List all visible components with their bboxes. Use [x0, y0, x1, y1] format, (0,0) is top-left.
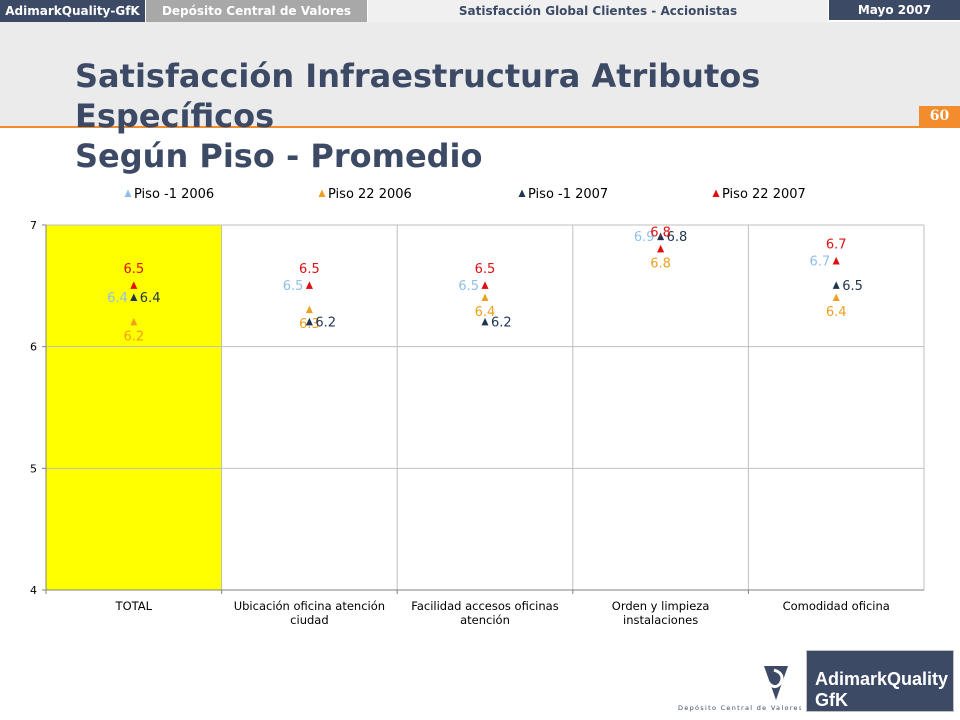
legend-label: Piso 22 2007: [722, 187, 806, 202]
data-label: 6.2: [315, 315, 336, 330]
x-category-label: Comodidad oficina: [783, 599, 890, 613]
legend-label: Piso 22 2006: [328, 187, 412, 202]
scatter-chart: 4 5 6 7 TOTAL Ubicación oficina atenciónciud…: [30, 187, 925, 627]
data-label: 6.4: [826, 305, 847, 320]
data-label: 6.4: [475, 305, 496, 320]
client-tab: Depósito Central de Valores: [146, 0, 367, 22]
y-tick-label: 7: [30, 219, 37, 232]
legend-marker: [518, 189, 526, 197]
page-number-badge: 60: [919, 106, 960, 126]
data-label: 6.8: [667, 230, 688, 245]
page-title-line-1: Satisfacción Infraestructura Atributos E…: [75, 57, 761, 135]
plot-background: [46, 225, 222, 590]
data-label: 6.8: [650, 225, 671, 240]
y-tick-labels: 4 5 6 7: [30, 219, 46, 597]
data-point: [481, 317, 489, 326]
y-tick-label: 4: [30, 584, 37, 597]
data-label: 6.4: [107, 291, 128, 306]
x-category-label: Ubicación oficina atención: [234, 599, 385, 613]
data-label: 6.5: [475, 262, 496, 277]
data-label: 6.5: [123, 262, 144, 277]
data-label: 6.8: [650, 256, 671, 271]
data-point: [305, 305, 313, 314]
data-label: 6.5: [283, 279, 304, 294]
data-label: 6.7: [826, 238, 847, 253]
title-band: Satisfacción Infraestructura Atributos E…: [0, 22, 960, 175]
x-category-label: instalaciones: [623, 613, 698, 627]
date-tab: Mayo 2007: [829, 0, 960, 20]
data-label: 6.5: [842, 279, 863, 294]
data-label: 6.7: [810, 255, 831, 270]
data-label: 6.2: [123, 329, 144, 344]
data-point: [832, 293, 840, 301]
legend-label: Piso -1 2006: [134, 187, 214, 202]
y-tick-label: 6: [30, 341, 37, 354]
legend-marker: [712, 189, 720, 197]
data-point: [657, 244, 665, 253]
data-label: 6.4: [140, 291, 161, 306]
x-category-label: atención: [460, 613, 510, 627]
x-category-label: Facilidad accesos oficinas: [411, 599, 558, 613]
legend: Piso -1 2006 Piso 22 2006 Piso -1 2007 Piso…: [124, 187, 806, 202]
brand-tab: AdimarkQuality-GfK: [0, 0, 145, 22]
study-tab: Satisfacción Global Clientes - Accionist…: [368, 0, 828, 22]
data-point: [481, 293, 489, 301]
dcv-logo-text: Depósito Central de Valores: [678, 704, 801, 712]
highlight-band: [46, 225, 222, 590]
data-label: 6.2: [491, 315, 512, 330]
legend-marker: [124, 189, 132, 197]
adimark-logo: AdimarkQuality GfK: [806, 650, 954, 712]
data-point: [130, 293, 138, 301]
data-label: 6.9: [634, 230, 655, 245]
data-point: [657, 232, 665, 241]
data-point: [832, 281, 840, 289]
y-tick-label: 5: [30, 462, 37, 475]
legend-marker: [318, 189, 326, 197]
page-title-line-2: Según Piso - Promedio: [75, 137, 483, 175]
data-point: [481, 281, 489, 289]
axes: [45, 225, 924, 591]
dcv-logo-swoosh-icon: [766, 668, 784, 689]
data-point: [130, 281, 138, 289]
x-category-label: TOTAL: [115, 599, 153, 613]
data-point: [832, 257, 840, 265]
page-title: Satisfacción Infraestructura Atributos E…: [75, 56, 960, 176]
data-point: [130, 317, 138, 326]
data-label: 6.5: [458, 279, 479, 294]
adimark-logo-text: AdimarkQuality GfK: [815, 669, 949, 710]
legend-label: Piso -1 2007: [528, 187, 608, 202]
data-label: 6.5: [299, 262, 320, 277]
data-marks: 6.46.56.56.96.76.26.36.46.86.46.46.26.26…: [107, 225, 863, 344]
x-category-label: Orden y limpieza: [612, 599, 710, 613]
x-category-label: ciudad: [290, 613, 328, 627]
data-point: [305, 281, 313, 289]
data-point: [305, 317, 313, 326]
dcv-logo: Depósito Central de Valores: [678, 666, 801, 712]
